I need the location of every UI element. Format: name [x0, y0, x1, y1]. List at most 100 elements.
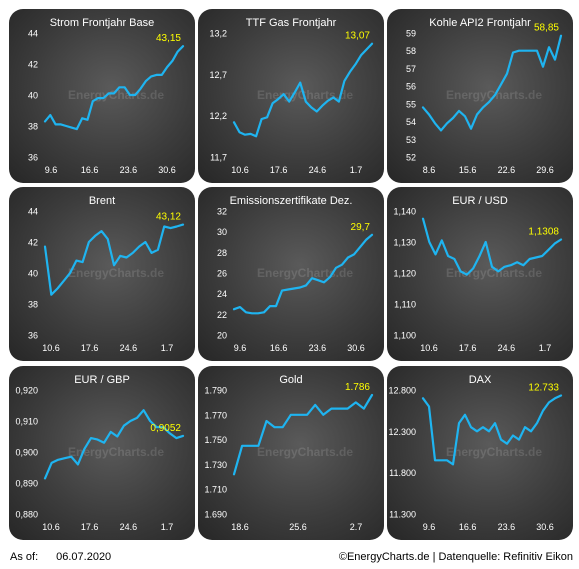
- chart-svg: EUR / USD EnergyCharts.de 1,100 1,110 1,120 1…: [393, 195, 563, 353]
- x-tick-label: 10.6: [42, 522, 60, 532]
- chart-title: Emissionszertifikate Dez.: [230, 195, 353, 207]
- x-tick-label: 2.7: [350, 522, 363, 532]
- x-tick-label: 30.6: [347, 343, 365, 353]
- y-tick-label: 20: [217, 331, 227, 341]
- x-tick-label: 1.7: [161, 343, 174, 353]
- chart-svg: DAX EnergyCharts.de 11.300 11.800 12.300 12.8…: [388, 374, 563, 532]
- series-line: [421, 217, 563, 276]
- y-tick-label: 42: [28, 238, 38, 248]
- chart-title: TTF Gas Frontjahr: [246, 17, 337, 29]
- x-tick-label: 23.6: [498, 522, 516, 532]
- x-tick-label: 1.7: [539, 343, 552, 353]
- chart-svg: Kohle API2 FrontjahrEnergyCharts.de52535…: [406, 17, 563, 175]
- y-tick-label: 0,900: [15, 448, 38, 458]
- watermark-text: EnergyCharts.de: [446, 266, 542, 280]
- asof-label: As of:: [10, 551, 39, 563]
- y-tick-label: 38: [28, 122, 38, 132]
- x-tick-label: 8.6: [423, 165, 436, 175]
- chart-svg: Gold EnergyCharts.de 1.690 1.710 1.730 1.750 1…: [204, 374, 374, 532]
- x-tick-label: 29.6: [536, 165, 554, 175]
- chart-svg: Strom Frontjahr Base EnergyCharts.de 36 38 4…: [28, 17, 185, 175]
- y-tick-label: 1.690: [204, 510, 227, 520]
- asof-date: 06.07.2020: [56, 551, 112, 563]
- series-line: [43, 409, 185, 480]
- x-tick-label: 17.6: [270, 165, 288, 175]
- y-tick-label: 1.730: [204, 460, 227, 470]
- y-tick-label: 58: [406, 46, 416, 56]
- y-tick-label: 1,140: [393, 207, 416, 217]
- y-tick-label: 1.750: [204, 435, 227, 445]
- y-tick-label: 59: [406, 29, 416, 39]
- y-tick-label: 38: [28, 300, 38, 310]
- y-tick-label: 42: [28, 60, 38, 70]
- x-tick-label: 23.6: [309, 343, 327, 353]
- last-value-label: 13,07: [345, 31, 370, 42]
- y-tick-label: 1,100: [393, 331, 416, 341]
- y-tick-label: 1.770: [204, 410, 227, 420]
- x-tick-label: 10.6: [231, 165, 249, 175]
- y-tick-label: 12,7: [209, 70, 227, 80]
- last-value-label: 12.733: [528, 383, 559, 394]
- x-tick-label: 16.6: [270, 343, 288, 353]
- y-tick-label: 0,920: [15, 386, 38, 396]
- chart-panel-5: Emissionszertifikate Dez. EnergyCharts.de…: [198, 187, 384, 361]
- y-tick-label: 52: [406, 153, 416, 163]
- watermark-text: EnergyCharts.de: [257, 266, 353, 280]
- x-tick-label: 18.6: [231, 522, 249, 532]
- series-line: [232, 42, 374, 138]
- x-tick-label: 17.6: [81, 343, 99, 353]
- chart-panel-8: Gold EnergyCharts.de 1.690 1.710 1.730 1.750 1…: [198, 366, 384, 540]
- chart-title: DAX: [469, 374, 492, 386]
- y-tick-label: 56: [406, 82, 416, 92]
- y-tick-label: 13,2: [209, 29, 227, 39]
- chart-svg: EUR / GBP EnergyCharts.de 0,880 0,890 0,900 0…: [15, 374, 185, 532]
- last-value-label: 43,12: [156, 212, 181, 223]
- y-tick-label: 36: [28, 331, 38, 341]
- y-tick-label: 11.800: [389, 468, 416, 478]
- x-tick-label: 1.7: [350, 165, 363, 175]
- x-tick-label: 10.6: [42, 343, 60, 353]
- chart-svg: TTF Gas Frontjahr EnergyCharts.de 11,7 12,2…: [209, 17, 374, 175]
- series-line: [232, 233, 374, 315]
- chart-panel-9: DAX EnergyCharts.de 11.300 11.800 12.300 12.8…: [387, 366, 573, 540]
- chart-panel-3: Kohle API2 Frontjahr EnergyCharts.de 52 53 5…: [387, 9, 573, 183]
- series-line: [43, 223, 185, 296]
- chart-panel-2: TTF Gas Frontjahr EnergyCharts.de 11,7 12,2…: [198, 9, 384, 183]
- y-tick-label: 55: [406, 99, 416, 109]
- y-tick-label: 40: [28, 269, 38, 279]
- x-tick-label: 9.6: [234, 343, 247, 353]
- y-tick-label: 53: [406, 135, 416, 145]
- series-line: [421, 394, 563, 466]
- chart-title: Gold: [279, 374, 302, 386]
- y-tick-label: 24: [217, 289, 227, 299]
- y-tick-label: 1.790: [204, 386, 227, 396]
- y-tick-label: 22: [217, 310, 227, 320]
- y-tick-label: 0,910: [15, 417, 38, 427]
- chart-title: EUR / GBP: [74, 374, 130, 386]
- chart-svg: Emissionszertifikate Dez. EnergyCharts.de…: [217, 195, 374, 353]
- y-tick-label: 1.710: [204, 485, 227, 495]
- x-tick-label: 16.6: [459, 522, 477, 532]
- y-tick-label: 36: [28, 153, 38, 163]
- x-tick-label: 17.6: [459, 343, 477, 353]
- chart-title: EUR / USD: [452, 195, 508, 207]
- last-value-label: 1.786: [345, 382, 370, 393]
- x-tick-label: 9.6: [45, 165, 58, 175]
- x-tick-label: 30.6: [158, 165, 176, 175]
- x-tick-label: 30.6: [536, 522, 554, 532]
- y-tick-label: 11.300: [389, 510, 416, 520]
- watermark-text: EnergyCharts.de: [68, 445, 164, 459]
- asof-footer: As of: 06.07.2020: [10, 551, 111, 563]
- last-value-label: 1,1308: [528, 227, 559, 238]
- series-line: [421, 34, 563, 132]
- chart-title: Kohle API2 Frontjahr: [429, 17, 531, 29]
- x-tick-label: 15.6: [459, 165, 477, 175]
- chart-title: Strom Frontjahr Base: [50, 17, 155, 29]
- y-tick-label: 1,130: [393, 238, 416, 248]
- y-tick-label: 44: [28, 207, 38, 217]
- x-tick-label: 24.6: [120, 343, 138, 353]
- last-value-label: 43,15: [156, 33, 181, 44]
- x-tick-label: 10.6: [420, 343, 438, 353]
- y-tick-label: 28: [217, 248, 227, 258]
